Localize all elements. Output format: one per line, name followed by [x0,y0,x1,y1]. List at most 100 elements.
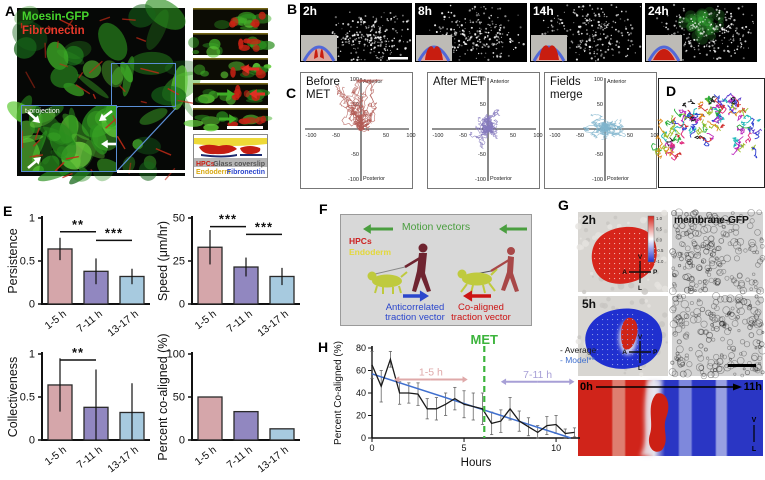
bar-13-17 h [269,275,295,305]
svg-text:Percent Co-aligned (%): Percent Co-aligned (%) [333,341,344,445]
motion-vectors-label: Motion vectors [401,221,471,233]
svg-text:A: A [622,269,627,276]
plot-title: After MET [433,76,485,88]
positive-patch [621,317,638,350]
time-arrow [733,383,742,391]
svg-text:-100: -100 [475,177,486,183]
svg-text:1-5 h: 1-5 h [43,444,69,468]
timelapse-frame-24h: 24h [645,3,757,62]
svg-text:0: 0 [29,435,35,447]
svg-text:100: 100 [406,133,415,139]
svg-text:***: *** [255,219,273,234]
bar-1-5 h [197,396,223,441]
panel-h-label: H [318,339,329,355]
panel-b-label: B [287,1,298,17]
scale-bar [728,364,756,367]
scale-bar [227,126,263,129]
coalignment-timecourse-chart: 0 20 40 60 80 0 5 10 MET 1-5 h 7-11 h - Average - Mo… [332,332,597,469]
collectiveness-chart: 0 0.5 1 1-5 h 7-11 h 13-17 h ** Collectiveness [6,344,156,476]
kymograph-start-label: 0h [580,381,593,393]
svg-text:Collectiveness: Collectiveness [6,357,20,438]
svg-text:Anterior: Anterior [490,79,509,85]
persistence-chart: 0 0.5 1 1-5 h 7-11 h 13-17 h ** *** Persistence [6,208,156,340]
svg-text:Posterior: Posterior [363,176,385,182]
white-arrows [27,109,116,169]
scale-bar [388,57,408,60]
dog [462,272,492,286]
svg-text:1-5 h: 1-5 h [43,308,69,332]
cross-section-row [193,58,272,80]
anticorrelated-label-1: Anticorrelated [385,302,445,313]
svg-text:25: 25 [173,256,185,268]
svg-text:7-11 h: 7-11 h [75,444,105,471]
svg-text:**: ** [72,345,84,360]
plot-title: Fields merge [550,76,583,101]
svg-text:P: P [653,269,658,276]
svg-text:0.5: 0.5 [20,392,35,404]
membrane-texture-5h [668,292,765,380]
svg-text:***: *** [105,225,123,240]
trajectory-plot-2: -100 -50 50 100 100 50 -50 -100 Anterior Posterio… [544,72,660,189]
scale-bar [117,170,189,173]
svg-text:**: ** [72,217,84,232]
endoderm-label: Endoderm [196,169,231,176]
fibronectin-label: Fibronectin [226,169,265,176]
svg-text:50: 50 [627,133,633,139]
panel-f-cartoon: Motion vectors HPCs Endoderm Anticorrela… [340,214,532,326]
svg-text:V: V [752,417,757,424]
embryo-schematic-inset [416,35,452,62]
svg-text:L: L [638,365,642,372]
hpcs-legend: HPCs [349,236,372,246]
svg-text:1: 1 [29,213,35,225]
trajectory-axes: -100 -50 50 10010050-50-100AnteriorPosterio… [305,77,416,183]
svg-text:Speed (μm/hr): Speed (μm/hr) [156,221,170,301]
colorbar [647,215,655,263]
svg-text:7-11 h: 7-11 h [225,308,255,335]
svg-text:13-17 h: 13-17 h [255,308,291,339]
cross-section-row [193,8,272,31]
bar-chart: 00.511-5 h 7-11 h 13-17 h*****Persistence [6,213,150,339]
svg-text:100: 100 [533,133,542,139]
membrane-gfp-5h [668,292,765,380]
cross-section-row [193,83,271,105]
svg-text:- Model**: - Model** [560,355,596,365]
fibronectin-stain-label: Fibronectin [22,25,85,37]
svg-text:-50: -50 [459,133,467,139]
svg-text:7-11 h: 7-11 h [523,369,552,381]
svg-text:5: 5 [462,443,467,453]
svg-text:13-17 h: 13-17 h [105,444,141,475]
svg-text:-1.0: -1.0 [656,259,664,264]
svg-text:100: 100 [650,133,659,139]
trajectory-axes: -100 -50 50 10010050-50-100AnteriorPosterio… [549,77,660,183]
transition-blob [648,393,669,452]
svg-text:-100: -100 [592,177,603,183]
svg-text:50: 50 [173,213,185,225]
coaligned-label-1: Co-aligned [458,302,504,313]
timepoint-5h-label: 5h [582,297,597,311]
svg-text:-100: -100 [549,133,560,139]
pulled-person [507,247,515,255]
average-line [371,357,575,435]
roi-rectangle [111,63,176,107]
panel-a-cross-sections [183,8,275,132]
glass-coverslip-label: Glass coverslip [213,161,265,168]
leash [374,266,406,275]
moesin-gfp-label: Moesin-GFP [22,11,90,23]
svg-text:50: 50 [480,102,486,108]
svg-text:0: 0 [179,299,185,311]
endoderm-legend: Endoderm [349,247,392,257]
svg-text:Hours: Hours [461,457,492,469]
svg-text:1-5 h: 1-5 h [193,308,219,332]
svg-text:Posterior: Posterior [490,176,512,182]
svg-text:40: 40 [356,388,366,398]
panel-d-label: D [666,83,677,99]
svg-text:-0.5: -0.5 [656,248,664,253]
schematic-drawing [194,138,267,167]
embryo-schematic-inset [301,35,337,62]
svg-text:7-11 h: 7-11 h [75,308,105,335]
svg-text:0: 0 [179,435,185,447]
dog-walker-cartoon [363,224,527,302]
svg-text:0: 0 [369,443,374,453]
svg-text:-50: -50 [576,133,584,139]
